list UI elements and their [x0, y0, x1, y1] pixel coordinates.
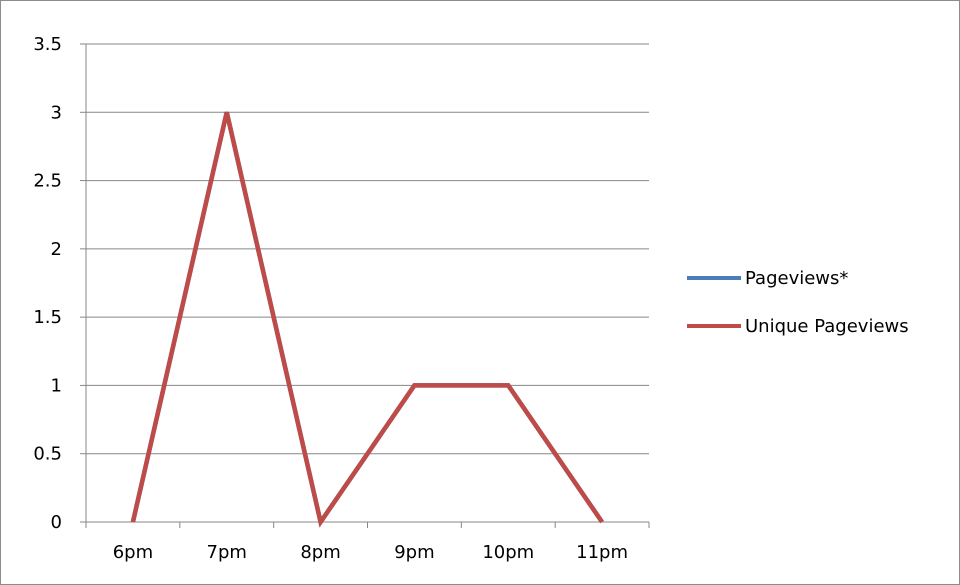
x-tick-label: 8pm	[300, 542, 340, 563]
y-tick-label: 0	[51, 512, 62, 533]
legend-item-unique-pageviews: Unique Pageviews	[687, 316, 909, 337]
gridlines	[86, 43, 649, 455]
x-tick-label: 6pm	[113, 542, 153, 563]
y-tick-label: 3.5	[33, 34, 62, 55]
x-tick-label: 7pm	[207, 542, 247, 563]
y-tick-label: 2	[51, 239, 62, 260]
series-lines	[130, 111, 604, 528]
y-tick-label: 1	[51, 375, 62, 396]
legend: Pageviews* Unique Pageviews	[687, 268, 909, 337]
series-unique-pageviews	[130, 111, 604, 528]
axes	[80, 43, 650, 528]
x-tick-label: 10pm	[482, 542, 534, 563]
legend-label-pageviews: Pageviews*	[745, 268, 848, 289]
x-axis-tick-labels: 6pm 7pm 8pm 9pm 10pm 11pm	[113, 542, 628, 563]
x-tick-label: 11pm	[576, 542, 628, 563]
series-line	[130, 111, 604, 528]
legend-label-unique-pageviews: Unique Pageviews	[745, 316, 909, 337]
y-tick-label: 3	[51, 102, 62, 123]
legend-item-pageviews: Pageviews*	[687, 268, 848, 289]
y-tick-label: 1.5	[33, 307, 62, 328]
y-tick-label: 2.5	[33, 171, 62, 192]
y-tick-label: 0.5	[33, 444, 62, 465]
y-axis-tick-labels: 0 0.5 1 1.5 2 2.5 3 3.5	[33, 34, 62, 533]
x-tick-label: 9pm	[394, 542, 434, 563]
